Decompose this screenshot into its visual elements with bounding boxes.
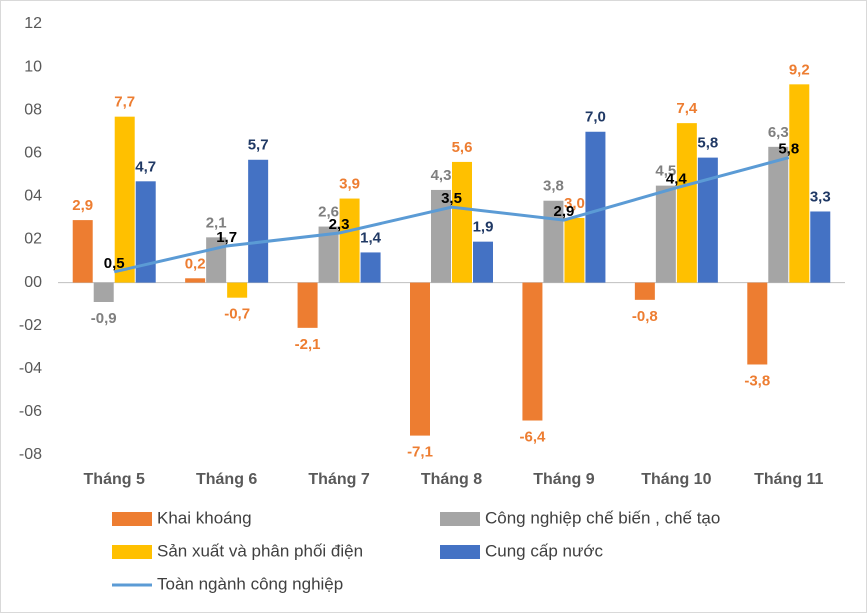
data-label: -6,4 <box>519 428 546 445</box>
bar <box>248 159 269 283</box>
data-label: -0,7 <box>224 306 250 323</box>
data-label: 3,8 <box>543 178 564 195</box>
data-label: 1,7 <box>216 229 237 246</box>
data-label: 5,8 <box>697 135 718 152</box>
data-label: 0,5 <box>104 255 125 272</box>
bar <box>297 282 318 328</box>
data-label: 3,5 <box>441 190 462 207</box>
bar <box>789 84 810 283</box>
bar <box>585 131 606 283</box>
data-label: 2,9 <box>553 203 574 220</box>
x-tick-label: Tháng 6 <box>196 471 257 488</box>
bar <box>185 278 206 283</box>
bar <box>564 217 585 283</box>
y-tick-label: -04 <box>19 360 42 377</box>
data-label: -7,1 <box>407 444 433 461</box>
data-label: 7,0 <box>585 109 606 126</box>
y-tick-label: 02 <box>24 231 42 248</box>
bar <box>473 241 493 283</box>
bar <box>697 157 718 283</box>
x-tick-label: Tháng 5 <box>84 471 145 488</box>
bar <box>810 211 831 283</box>
bar <box>431 189 451 283</box>
data-label: -0,9 <box>91 310 117 327</box>
bar <box>114 116 135 283</box>
data-label: 2,3 <box>329 216 350 233</box>
data-label: 4,4 <box>666 171 688 188</box>
bar <box>655 185 676 283</box>
bar <box>676 123 697 283</box>
data-label: 5,8 <box>778 141 799 158</box>
bar <box>747 282 768 365</box>
data-label: 4,3 <box>431 167 452 184</box>
legend-swatch <box>112 545 152 559</box>
data-label: 3,0 <box>564 195 585 212</box>
bar <box>227 282 248 298</box>
y-tick-label: -08 <box>19 446 42 463</box>
bar <box>72 220 93 283</box>
bar <box>410 282 430 436</box>
x-tick-label: Tháng 10 <box>641 471 711 488</box>
y-tick-label: -02 <box>19 317 42 334</box>
x-tick-label: Tháng 8 <box>421 471 482 488</box>
legend-label: Khai khoáng <box>157 508 252 527</box>
data-label: 7,7 <box>114 94 135 111</box>
x-tick-label: Tháng 11 <box>754 471 823 488</box>
data-label: 2,9 <box>72 197 93 214</box>
bar <box>634 282 655 300</box>
data-label: -0,8 <box>632 308 658 325</box>
legend-swatch <box>440 545 480 559</box>
bar <box>452 161 472 283</box>
data-label: 5,6 <box>452 139 473 156</box>
data-label: 1,9 <box>473 219 494 236</box>
data-label: -2,1 <box>295 336 321 353</box>
data-label: -3,8 <box>744 372 770 389</box>
legend-label: Cung cấp nước <box>485 541 603 560</box>
data-label: 2,6 <box>318 204 339 221</box>
line-series <box>113 156 790 274</box>
data-label: 6,3 <box>768 124 789 141</box>
bar <box>360 252 381 283</box>
y-tick-label: 06 <box>24 145 42 162</box>
y-tick-label: 00 <box>24 274 42 291</box>
data-label: 9,2 <box>789 61 810 78</box>
data-label: 0,2 <box>185 255 206 272</box>
bar <box>768 146 789 283</box>
legend-label: Sản xuất và phân phối điện <box>157 541 363 560</box>
bar <box>135 181 156 283</box>
x-tick-label: Tháng 9 <box>533 471 594 488</box>
data-label: 3,3 <box>810 188 831 205</box>
bar <box>93 282 114 302</box>
bar <box>318 226 339 283</box>
x-tick-label: Tháng 7 <box>308 471 369 488</box>
y-tick-label: -06 <box>19 403 42 420</box>
legend-swatch <box>112 512 152 526</box>
y-tick-label: 12 <box>24 15 42 32</box>
data-label: 4,5 <box>655 163 676 180</box>
data-label: 4,7 <box>135 158 156 175</box>
data-label: 1,4 <box>360 229 382 246</box>
bar <box>543 200 564 283</box>
y-tick-label: 08 <box>24 101 42 118</box>
data-label: 7,4 <box>676 100 698 117</box>
bar <box>522 282 543 421</box>
data-label: 3,9 <box>339 176 360 193</box>
data-label: 2,1 <box>206 214 227 231</box>
legend-label: Công nghiệp chế biến , chế tạo <box>485 508 720 527</box>
legend-swatch <box>440 512 480 526</box>
bar <box>339 198 360 283</box>
data-label: 5,7 <box>248 137 269 154</box>
y-tick-label: 10 <box>24 58 42 75</box>
y-tick-label: 04 <box>24 188 42 205</box>
legend-label: Toàn ngành công nghiệp <box>157 574 343 593</box>
